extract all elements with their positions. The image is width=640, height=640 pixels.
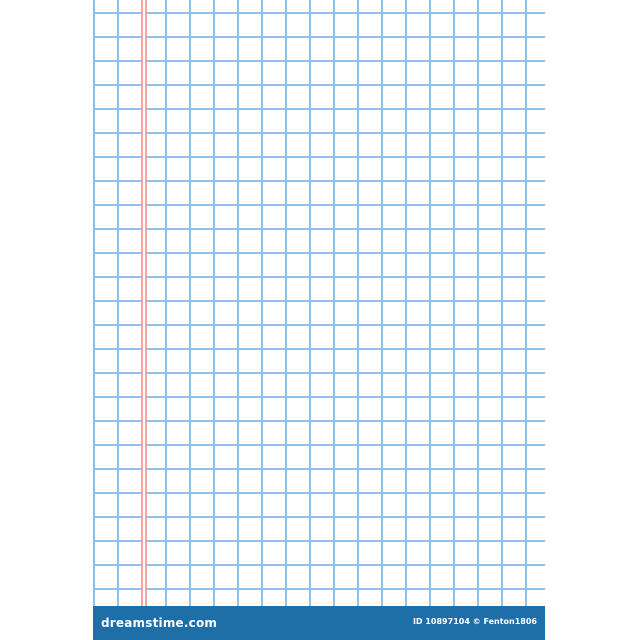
graph-paper-sheet: [93, 0, 545, 606]
watermark-footer-bar: dreamstime.com ID 10897104 © Fenton1806: [93, 606, 545, 640]
image-credit-text: ID 10897104 © Fenton1806: [412, 617, 537, 626]
brand-logo-text: dreamstime.com: [101, 616, 218, 630]
red-margin-line: [141, 0, 147, 606]
